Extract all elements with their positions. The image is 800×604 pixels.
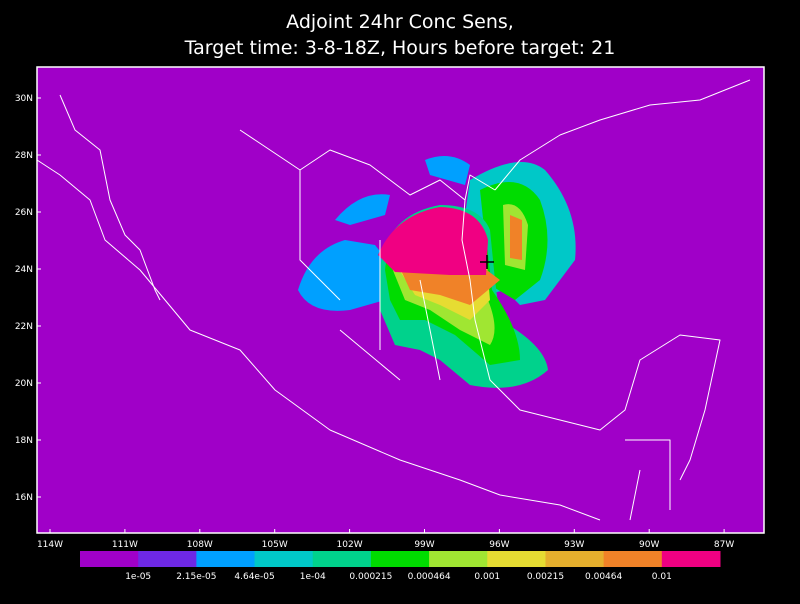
colorbar-label: 4.64e-05 <box>234 572 274 582</box>
colorbar-label: 1e-05 <box>125 572 151 582</box>
map-frame <box>36 66 765 534</box>
lon-label: 102W <box>337 540 363 550</box>
contour-region <box>298 240 395 311</box>
lat-label: 22N <box>15 322 33 332</box>
colorbar-swatch <box>370 551 430 567</box>
lon-label: 96W <box>489 540 509 550</box>
axis-labels: 30N 28N 26N 24N 22N 20N 18N 16N 114W 111W 108W 105W… <box>15 94 735 550</box>
target-marker <box>480 255 494 269</box>
lon-label: 99W <box>414 540 434 550</box>
lon-label: 114W <box>37 540 63 550</box>
lat-label: 18N <box>15 436 33 446</box>
colorbar-label: 0.00215 <box>527 572 564 582</box>
lat-label: 24N <box>15 265 33 275</box>
lon-label: 105W <box>262 540 288 550</box>
colorbar-swatch <box>196 551 256 567</box>
contour-region <box>510 215 522 260</box>
coastline <box>494 79 751 191</box>
colorbar: 1e-05 2.15e-05 4.64e-05 1e-04 0.000215 0.0004… <box>80 551 721 582</box>
border <box>625 439 671 521</box>
lat-label: 28N <box>15 151 33 161</box>
lon-label: 87W <box>714 540 734 550</box>
colorbar-label: 2.15e-05 <box>176 572 216 582</box>
colorbar-label: 0.001 <box>474 572 500 582</box>
colorbar-swatch <box>429 551 488 567</box>
border <box>299 170 441 381</box>
sensitivity-field <box>298 156 576 388</box>
lat-label: 16N <box>15 493 33 503</box>
colorbar-swatch <box>545 551 605 567</box>
colorbar-label: 0.000215 <box>349 572 392 582</box>
colorbar-swatch <box>661 551 721 567</box>
colorbar-swatch <box>80 551 139 567</box>
lon-label: 108W <box>187 540 213 550</box>
coastline <box>36 159 601 521</box>
colorbar-swatch <box>487 551 546 567</box>
lon-label: 111W <box>112 540 138 550</box>
lat-label: 20N <box>15 379 33 389</box>
colorbar-swatch <box>254 551 314 567</box>
title-line: Adjoint 24hr Conc Sens, <box>286 11 514 33</box>
lat-label: 30N <box>15 94 33 104</box>
colorbar-swatch <box>138 551 197 567</box>
colorbar-label: 0.00464 <box>585 572 622 582</box>
lon-label: 93W <box>564 540 584 550</box>
lat-label: 26N <box>15 208 33 218</box>
coastline <box>59 94 161 301</box>
colorbar-label: 0.01 <box>652 572 672 582</box>
contour-region <box>335 194 390 225</box>
lon-label: 90W <box>639 540 659 550</box>
coastlines <box>36 79 751 521</box>
colorbar-label: 0.000464 <box>408 572 451 582</box>
title-line: Target time: 3-8-18Z, Hours before targe… <box>184 37 616 59</box>
contour-region <box>425 156 470 185</box>
coastline <box>461 174 721 481</box>
contour-region <box>378 207 488 275</box>
colorbar-swatch <box>312 551 372 567</box>
colorbar-label: 1e-04 <box>300 572 326 582</box>
colorbar-swatch <box>603 551 663 567</box>
